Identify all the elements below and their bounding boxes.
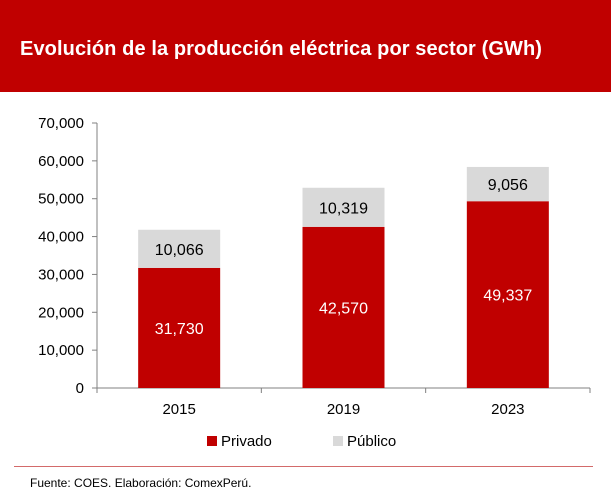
y-tick-label: 0 (76, 380, 84, 397)
data-label-publico-2019: 10,319 (319, 200, 368, 217)
y-tick-label: 50,000 (38, 191, 84, 208)
chart-header: Evolución de la producción eléctrica por… (0, 0, 611, 92)
data-label-privado-2023: 49,337 (483, 288, 532, 305)
legend-label-privado: Privado (221, 433, 272, 450)
legend-label-publico: Público (347, 433, 396, 450)
y-tick-label: 20,000 (38, 304, 84, 321)
bar-publico-2023 (466, 166, 549, 202)
x-tick-label-2019: 2019 (327, 401, 360, 418)
footer-divider (14, 466, 593, 467)
y-tick-label: 40,000 (38, 229, 84, 246)
bar-privado-2019 (302, 226, 385, 388)
data-label-publico-2023: 9,056 (488, 177, 528, 194)
x-tick-label-2015: 2015 (162, 401, 195, 418)
y-tick-label: 10,000 (38, 342, 84, 359)
data-label-publico-2015: 10,066 (155, 242, 204, 259)
bar-privado-2015 (138, 267, 221, 388)
y-tick-label: 70,000 (38, 115, 84, 132)
data-label-privado-2019: 42,570 (319, 300, 368, 317)
y-tick-label: 30,000 (38, 266, 84, 283)
source-note: Fuente: COES. Elaboración: ComexPerú. (30, 476, 252, 490)
y-tick-label: 60,000 (38, 153, 84, 170)
chart-title: Evolución de la producción eléctrica por… (20, 38, 543, 60)
bar-privado-2023 (466, 201, 549, 388)
data-label-privado-2015: 31,730 (155, 321, 204, 338)
bar-publico-2019 (302, 187, 385, 227)
bar-publico-2015 (138, 229, 221, 268)
legend-swatch-privado (207, 436, 217, 446)
legend-swatch-publico (333, 436, 343, 446)
x-tick-label-2023: 2023 (491, 401, 524, 418)
